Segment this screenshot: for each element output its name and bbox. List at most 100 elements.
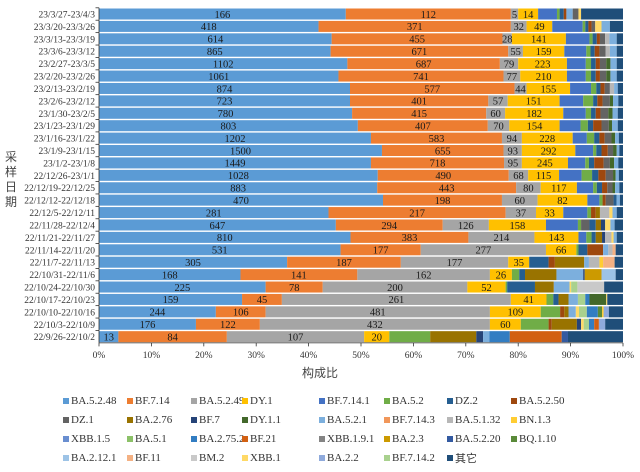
bar-segment [99,293,243,305]
data-label: 154 [527,121,544,132]
legend-swatch [511,436,517,442]
y-tick-label: 23/3/6-23/3/12 [39,48,96,58]
bar-segment [616,207,623,219]
bar-segment [599,256,604,268]
bar-segment [594,132,600,144]
y-tick-label: 22/10/24-22/10/30 [24,284,95,294]
stacked-bar-chart: 166 112 5 14 23/3/27-23/4/3 418 371 32 49 23/3/20… [24,7,634,361]
data-label: 95 [508,159,519,170]
bar-segment [529,256,549,268]
data-label: 168 [162,270,178,281]
bar-segment [588,20,592,32]
bar-segment [567,331,623,343]
bar-segment [613,145,617,157]
data-label: 281 [206,208,222,219]
bar-segment [619,194,623,206]
bar-segment [575,306,579,318]
bar-segment [505,107,564,119]
bar-segment [583,269,585,281]
bar-segment [611,132,616,144]
bar-segment [559,95,584,107]
data-label: 141 [291,270,307,281]
bar-segment [618,95,623,107]
bar-segment [588,256,600,268]
data-label: 418 [201,22,217,33]
y-axis-title-char: 样 [4,165,17,179]
bar-segment [99,157,371,169]
bar-segment [508,45,523,57]
data-label: 481 [370,308,386,319]
legend-item: BF.7 [191,413,220,427]
bar-segment [611,120,618,132]
data-label: 33 [544,208,555,219]
bar-segment [605,45,610,57]
bar-segment [595,20,602,32]
y-tick-label: 22/10/10-22/10/16 [24,308,95,318]
bar-segment [514,82,527,94]
bar-segment [430,331,477,343]
data-label: 1449 [224,159,245,170]
legend-swatch [242,417,248,423]
bar-segment [583,95,594,107]
y-tick-label: 23/2/6-23/2/12 [39,97,96,107]
y-tick-label: 23/1/23-23/1/29 [34,122,95,132]
bar-segment [357,120,488,132]
bar-segment [614,82,618,94]
legend-label: BF.7.14.3 [392,414,435,426]
legend-swatch [447,436,453,442]
bar-segment [593,95,598,107]
y-tick-label: 22/10/17-22/10/23 [24,296,95,306]
bar-segment [488,219,546,231]
data-label: 106 [233,308,249,319]
bar-segment [593,182,597,194]
data-label: 159 [536,47,552,58]
data-label: 109 [507,308,523,319]
legend-label: BA.5.1.32 [455,414,501,426]
bar-segment [594,157,604,169]
data-label: 223 [535,59,551,70]
bar-segment [618,132,623,144]
bar-segment [528,169,560,181]
bar-segment [599,194,603,206]
bar-segment [488,95,508,107]
bar-segment [615,169,619,181]
bar-segment [99,70,339,82]
data-label: 141 [531,35,547,46]
data-label: 14 [523,10,534,21]
legend-label: BA.2.3 [392,433,424,445]
legend-item: 其它 [447,451,477,465]
bar-segment [599,70,607,82]
bar-segment [442,219,489,231]
bar-segment [602,95,610,107]
bar-segment [606,58,611,70]
bar-segment [603,244,609,256]
bar-segment [599,132,605,144]
bar-segment [377,169,509,181]
bar-segment [597,95,603,107]
bar-segment [489,331,510,343]
bar-segment [505,207,537,219]
bar-segment [591,231,596,243]
legend-item: XBB.1 [242,451,281,465]
data-label: 60 [490,109,501,120]
legend-label: XBB.1.9.1 [327,433,375,445]
bar-segment [377,182,517,194]
bar-segment [534,231,579,243]
legend-item: BF.7.14.3 [384,413,435,427]
bar-segment [99,33,332,45]
bar-segment [349,82,515,94]
bar-segment [595,231,603,243]
data-label: 68 [513,171,524,182]
bar-segment [591,107,596,119]
data-label: 198 [435,196,451,207]
bar-segment [604,82,610,94]
data-label: 159 [163,295,179,306]
bar-segment [511,269,520,281]
bar-segment [538,8,557,20]
data-label: 810 [217,233,233,244]
bar-segment [605,169,614,181]
bar-segment [602,194,606,206]
legend-label: XBB.1.5 [71,433,111,445]
legend-swatch [242,455,248,461]
bar-segment [99,107,353,119]
